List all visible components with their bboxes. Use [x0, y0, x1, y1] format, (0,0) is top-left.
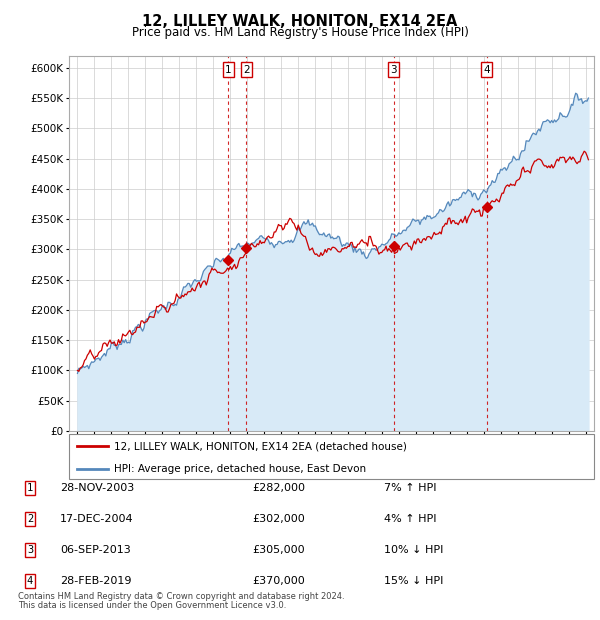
- Text: 1: 1: [27, 483, 33, 493]
- Text: £370,000: £370,000: [252, 576, 305, 586]
- Text: 3: 3: [391, 64, 397, 75]
- Text: Price paid vs. HM Land Registry's House Price Index (HPI): Price paid vs. HM Land Registry's House …: [131, 26, 469, 39]
- Text: 7% ↑ HPI: 7% ↑ HPI: [384, 483, 437, 493]
- Text: £302,000: £302,000: [252, 514, 305, 524]
- Text: 12, LILLEY WALK, HONITON, EX14 2EA (detached house): 12, LILLEY WALK, HONITON, EX14 2EA (deta…: [113, 441, 407, 451]
- Text: 4: 4: [484, 64, 490, 75]
- Text: HPI: Average price, detached house, East Devon: HPI: Average price, detached house, East…: [113, 464, 366, 474]
- Text: 1: 1: [225, 64, 232, 75]
- FancyBboxPatch shape: [69, 434, 594, 479]
- Text: 4% ↑ HPI: 4% ↑ HPI: [384, 514, 437, 524]
- Text: £282,000: £282,000: [252, 483, 305, 493]
- Text: 17-DEC-2004: 17-DEC-2004: [60, 514, 134, 524]
- Text: 28-FEB-2019: 28-FEB-2019: [60, 576, 131, 586]
- Text: 4: 4: [27, 576, 33, 586]
- Text: 2: 2: [27, 514, 33, 524]
- Text: 2: 2: [243, 64, 250, 75]
- Text: £305,000: £305,000: [252, 545, 305, 555]
- Text: 28-NOV-2003: 28-NOV-2003: [60, 483, 134, 493]
- Text: Contains HM Land Registry data © Crown copyright and database right 2024.: Contains HM Land Registry data © Crown c…: [18, 592, 344, 601]
- Text: 12, LILLEY WALK, HONITON, EX14 2EA: 12, LILLEY WALK, HONITON, EX14 2EA: [142, 14, 458, 29]
- Text: 3: 3: [27, 545, 33, 555]
- Text: This data is licensed under the Open Government Licence v3.0.: This data is licensed under the Open Gov…: [18, 601, 286, 610]
- Text: 15% ↓ HPI: 15% ↓ HPI: [384, 576, 443, 586]
- Text: 06-SEP-2013: 06-SEP-2013: [60, 545, 131, 555]
- Text: 10% ↓ HPI: 10% ↓ HPI: [384, 545, 443, 555]
